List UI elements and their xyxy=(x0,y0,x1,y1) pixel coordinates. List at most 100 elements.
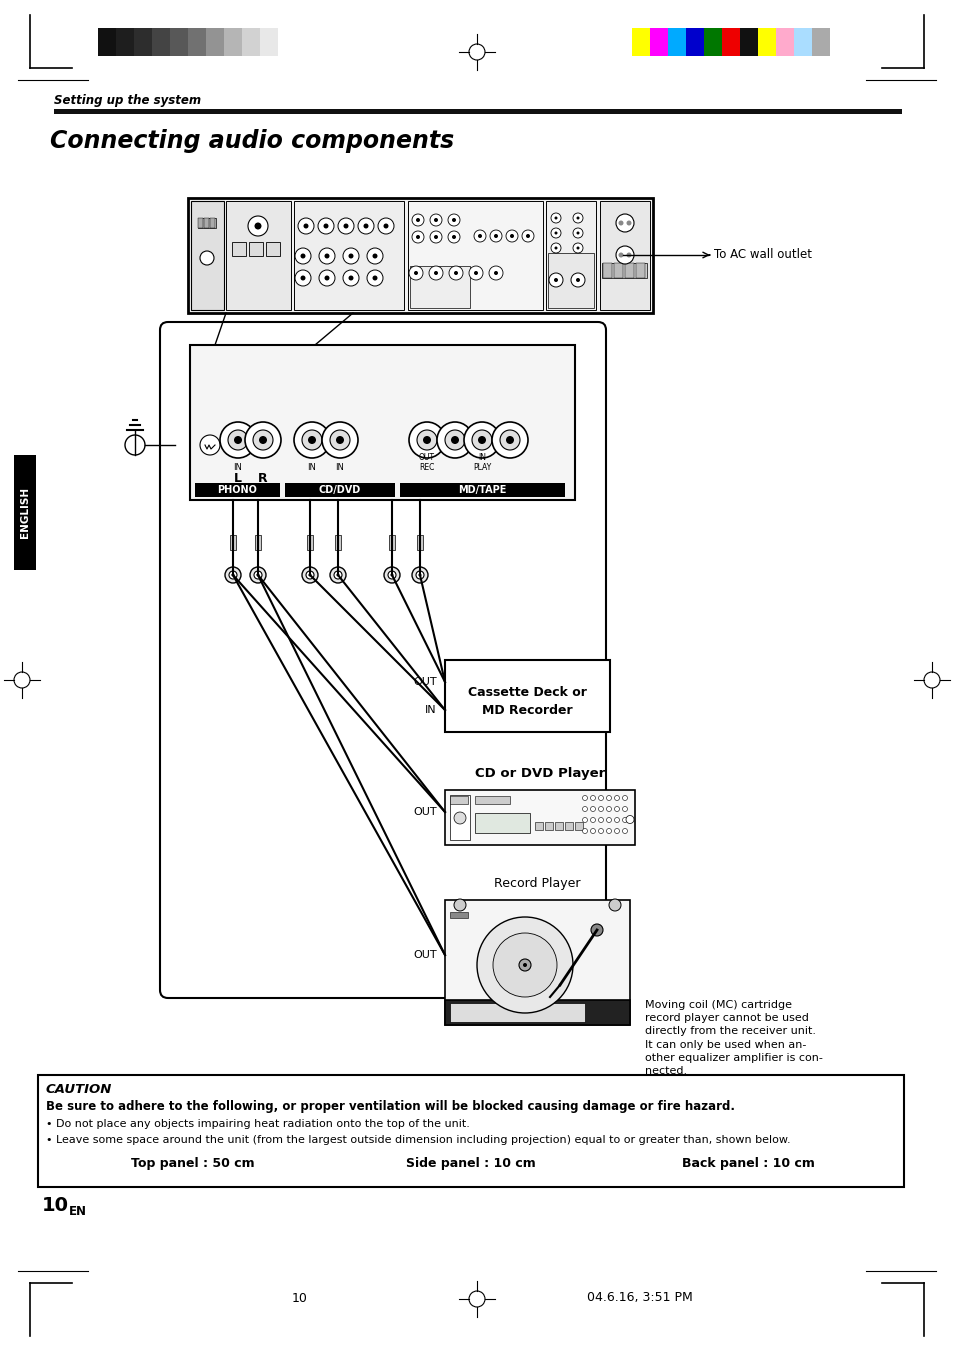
Circle shape xyxy=(582,807,587,812)
Bar xyxy=(399,484,564,497)
Circle shape xyxy=(554,216,557,219)
Circle shape xyxy=(582,796,587,801)
Circle shape xyxy=(384,567,399,584)
Circle shape xyxy=(383,223,388,228)
Circle shape xyxy=(548,273,562,286)
Bar xyxy=(210,218,214,228)
Bar xyxy=(555,821,562,830)
Text: IN: IN xyxy=(233,463,242,471)
Bar xyxy=(564,821,573,830)
Circle shape xyxy=(318,249,335,263)
Bar xyxy=(335,535,340,550)
Bar xyxy=(811,28,829,55)
Circle shape xyxy=(225,567,241,584)
Text: To AC wall outlet: To AC wall outlet xyxy=(713,249,811,262)
Bar xyxy=(544,821,553,830)
Circle shape xyxy=(598,796,603,801)
Circle shape xyxy=(258,436,267,444)
Circle shape xyxy=(525,234,530,238)
Circle shape xyxy=(335,436,344,444)
Bar xyxy=(614,263,622,278)
Text: CAUTION: CAUTION xyxy=(46,1084,112,1096)
Bar xyxy=(450,1002,584,1021)
Circle shape xyxy=(474,272,477,276)
Bar xyxy=(475,813,530,834)
Circle shape xyxy=(306,571,314,580)
Bar xyxy=(408,201,542,309)
Circle shape xyxy=(614,817,618,823)
Circle shape xyxy=(598,807,603,812)
Text: OUT: OUT xyxy=(413,950,436,961)
Circle shape xyxy=(454,812,465,824)
Circle shape xyxy=(245,422,281,458)
Bar xyxy=(389,535,395,550)
Circle shape xyxy=(372,276,377,281)
Circle shape xyxy=(598,817,603,823)
Bar xyxy=(170,28,188,55)
Circle shape xyxy=(294,270,311,286)
Text: 10: 10 xyxy=(42,1196,69,1215)
Circle shape xyxy=(598,828,603,834)
Circle shape xyxy=(452,218,456,222)
Circle shape xyxy=(412,213,423,226)
Bar xyxy=(444,661,609,732)
Circle shape xyxy=(573,228,582,238)
Text: Side panel : 10 cm: Side panel : 10 cm xyxy=(406,1156,536,1170)
Circle shape xyxy=(510,234,514,238)
Bar xyxy=(775,28,793,55)
Circle shape xyxy=(571,273,584,286)
Circle shape xyxy=(625,816,634,824)
Circle shape xyxy=(300,276,305,281)
Circle shape xyxy=(430,231,441,243)
Circle shape xyxy=(412,231,423,243)
Circle shape xyxy=(303,223,308,228)
Bar xyxy=(198,218,215,228)
Circle shape xyxy=(614,796,618,801)
Circle shape xyxy=(499,430,519,450)
FancyBboxPatch shape xyxy=(160,322,605,998)
Text: • Do not place any objects impairing heat radiation onto the top of the unit.: • Do not place any objects impairing hea… xyxy=(46,1119,470,1129)
Circle shape xyxy=(232,574,234,577)
Circle shape xyxy=(472,430,492,450)
Circle shape xyxy=(616,246,634,263)
Circle shape xyxy=(448,231,459,243)
Circle shape xyxy=(618,253,623,258)
Text: IN: IN xyxy=(307,463,316,471)
Bar xyxy=(224,28,242,55)
Circle shape xyxy=(388,571,395,580)
Circle shape xyxy=(434,218,437,222)
Bar xyxy=(602,263,612,278)
Bar xyxy=(575,821,582,830)
Bar xyxy=(535,821,542,830)
Bar xyxy=(685,28,703,55)
Text: ENGLISH: ENGLISH xyxy=(20,486,30,538)
Circle shape xyxy=(416,571,423,580)
Bar xyxy=(54,109,901,113)
Text: PLAY: PLAY xyxy=(473,463,491,471)
Circle shape xyxy=(229,571,236,580)
Bar xyxy=(133,28,152,55)
Circle shape xyxy=(554,278,558,282)
Bar xyxy=(601,263,646,278)
Bar xyxy=(226,201,291,309)
Circle shape xyxy=(323,223,328,228)
Circle shape xyxy=(576,246,578,250)
Circle shape xyxy=(554,231,557,235)
Bar xyxy=(416,535,422,550)
Circle shape xyxy=(492,422,527,458)
Text: 04.6.16, 3:51 PM: 04.6.16, 3:51 PM xyxy=(586,1292,692,1305)
Bar xyxy=(721,28,740,55)
Circle shape xyxy=(330,567,346,584)
Circle shape xyxy=(334,571,341,580)
Text: OUT: OUT xyxy=(418,453,435,462)
Circle shape xyxy=(454,898,465,911)
Circle shape xyxy=(343,270,358,286)
Circle shape xyxy=(318,270,335,286)
Circle shape xyxy=(416,430,436,450)
Circle shape xyxy=(377,218,394,234)
Circle shape xyxy=(220,422,255,458)
Circle shape xyxy=(554,246,557,250)
Circle shape xyxy=(626,253,631,258)
Text: PHONO: PHONO xyxy=(217,485,256,494)
Bar xyxy=(636,263,644,278)
